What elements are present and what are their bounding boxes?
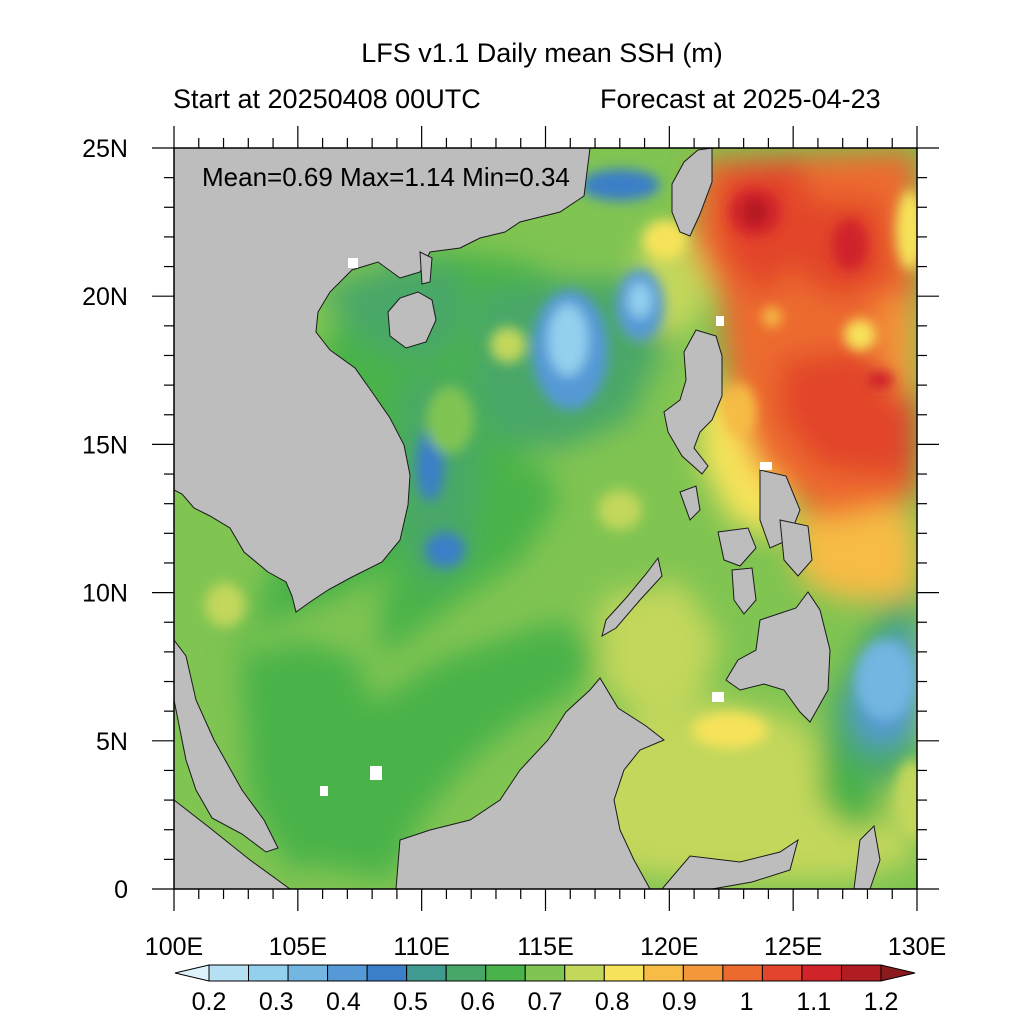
colorbar-tick-label: 0.8: [595, 988, 630, 1016]
stats-label: Mean=0.69 Max=1.14 Min=0.34: [202, 162, 570, 192]
colorbar-box: [564, 964, 605, 982]
colorbar-tick-label: 0.4: [326, 988, 361, 1016]
colorbar-tick-label: 1: [740, 988, 754, 1016]
land-borneo: [395, 677, 665, 889]
colorbar-box: [287, 964, 329, 982]
land-sulawesi: [661, 838, 799, 889]
land-palawan: [601, 556, 663, 638]
land-sumatra: [174, 799, 291, 889]
colorbar-tick-label: 0.2: [192, 988, 227, 1016]
lat-tick-label: 0: [114, 876, 128, 904]
colorbar-tick-label: 0.5: [393, 988, 428, 1016]
lon-tick-label: 120E: [640, 933, 698, 961]
colorbar-box: [248, 964, 289, 982]
colorbar-tick-label: 0.7: [528, 988, 563, 1016]
lon-tick-label: 105E: [269, 933, 327, 961]
land-visayas-panay: [717, 527, 757, 567]
lat-tick-label: 5N: [96, 728, 128, 756]
land-leizhou: [419, 251, 433, 285]
colorbar-under-triangle: [174, 964, 210, 982]
colorbar-labels: 0.2 0.3 0.4 0.5 0.6 0.7 0.8 0.9 1 1.1 1.2: [192, 988, 899, 1016]
lon-tick-label: 110E: [393, 933, 450, 961]
colorbar-box: [801, 964, 842, 982]
colorbar-box: [485, 964, 526, 982]
land-visayas-cebu: [779, 519, 813, 577]
lon-tick-label: 100E: [145, 933, 203, 961]
land-hainan: [387, 291, 437, 349]
colorbar-tick-label: 0.3: [259, 988, 294, 1016]
axis-ticks: [152, 126, 939, 911]
ssh-small-features: [205, 169, 917, 840]
land-masses: [174, 148, 881, 889]
colorbar-box: [445, 964, 487, 982]
colorbar-tick-label: 0.9: [662, 988, 697, 1016]
ssh-field: [174, 148, 917, 889]
colorbar-box: [524, 964, 566, 982]
lat-tick-label: 15N: [82, 431, 128, 459]
map-title: LFS v1.1 Daily mean SSH (m): [361, 38, 723, 68]
start-time-label: Start at 20250408 00UTC: [173, 84, 481, 114]
lon-tick-label: 115E: [517, 933, 574, 961]
axis-labels: 100E 105E 110E 115E 120E 125E 130E 0 5N 10N 15N 20N…: [82, 135, 946, 961]
land-luzon: [663, 329, 723, 475]
land-malay-peninsula: [174, 639, 279, 853]
colorbar-box: [682, 964, 724, 982]
colorbar-box: [603, 964, 645, 982]
colorbar-tick-label: 1.1: [796, 988, 831, 1016]
land-visayas-negros: [731, 567, 757, 615]
colorbar-over-triangle: [880, 964, 916, 982]
colorbar-box: [208, 964, 250, 982]
colorbar-box: [643, 964, 684, 982]
colorbar-box: [406, 964, 447, 982]
colorbar: [174, 964, 916, 982]
lat-tick-label: 20N: [82, 283, 128, 311]
forecast-time-label: Forecast at 2025-04-23: [600, 84, 881, 114]
colorbar-box: [840, 964, 882, 982]
colorbar-box: [327, 964, 368, 982]
land-halmahera: [853, 824, 881, 889]
lat-tick-label: 10N: [82, 580, 128, 608]
colorbar-box: [761, 964, 803, 982]
lon-tick-label: 125E: [764, 933, 822, 961]
land-mainland-asia: [174, 148, 591, 613]
land-taiwan: [671, 148, 713, 237]
missing-data-specks: [320, 258, 772, 796]
lat-tick-label: 25N: [82, 135, 128, 163]
colorbar-tick-label: 0.6: [460, 988, 495, 1016]
colorbar-box: [366, 964, 408, 982]
land-mindanao: [725, 591, 831, 723]
land-mindoro: [679, 485, 701, 521]
lon-tick-label: 130E: [888, 933, 946, 961]
colorbar-box: [722, 964, 763, 982]
colorbar-tick-label: 1.2: [864, 988, 899, 1016]
